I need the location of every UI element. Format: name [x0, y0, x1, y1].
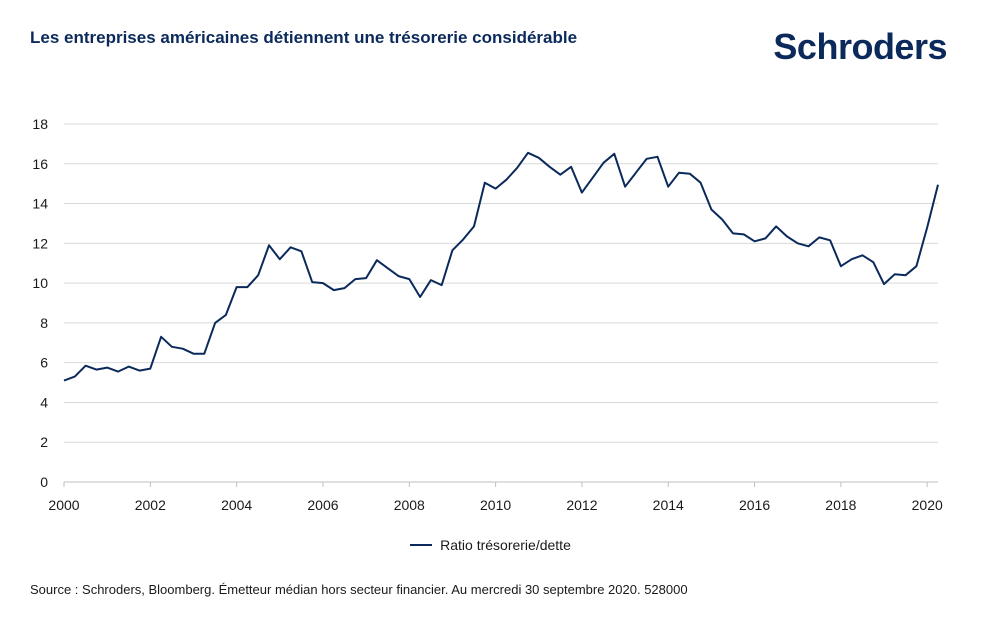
x-tick-label: 2006 — [307, 497, 338, 513]
x-tick-label: 2014 — [653, 497, 684, 513]
y-tick-label: 2 — [40, 434, 48, 450]
axes: 0 2 4 6 8 10 12 14 16 18 2000 2002 2004 2006 2008 2010 2… — [32, 116, 943, 513]
schroders-logo: Schroders — [773, 26, 947, 67]
y-tick-label: 0 — [40, 474, 48, 490]
series-line-0 — [63, 151, 939, 382]
y-tick-label: 16 — [32, 156, 48, 172]
x-tick-label: 2004 — [221, 497, 252, 513]
legend: Ratio trésorerie/dette — [0, 533, 981, 553]
x-tick-label: 2018 — [825, 497, 856, 513]
x-tick-label: 2000 — [48, 497, 79, 513]
source-note: Source : Schroders, Bloomberg. Émetteur … — [30, 582, 688, 597]
x-tick-label: 2010 — [480, 497, 511, 513]
gridlines — [64, 123, 938, 483]
y-tick-label: 8 — [40, 315, 48, 331]
x-tick-label: 2012 — [566, 497, 597, 513]
y-tick-label: 14 — [32, 196, 48, 212]
chart-title: Les entreprises américaines détiennent u… — [30, 28, 578, 47]
x-tick-label: 2016 — [739, 497, 770, 513]
y-tick-label: 6 — [40, 355, 48, 371]
y-tick-label: 18 — [32, 116, 48, 132]
legend-swatch — [410, 544, 433, 546]
y-tick-label: 4 — [40, 394, 48, 410]
legend-label: Ratio trésorerie/dette — [440, 537, 571, 553]
x-tick-label: 2008 — [394, 497, 425, 513]
y-tick-label: 10 — [32, 275, 48, 291]
series-layer — [63, 151, 939, 382]
x-tick-label: 2002 — [135, 497, 166, 513]
x-tick-label: 2020 — [912, 497, 943, 513]
y-tick-label: 12 — [32, 235, 48, 251]
